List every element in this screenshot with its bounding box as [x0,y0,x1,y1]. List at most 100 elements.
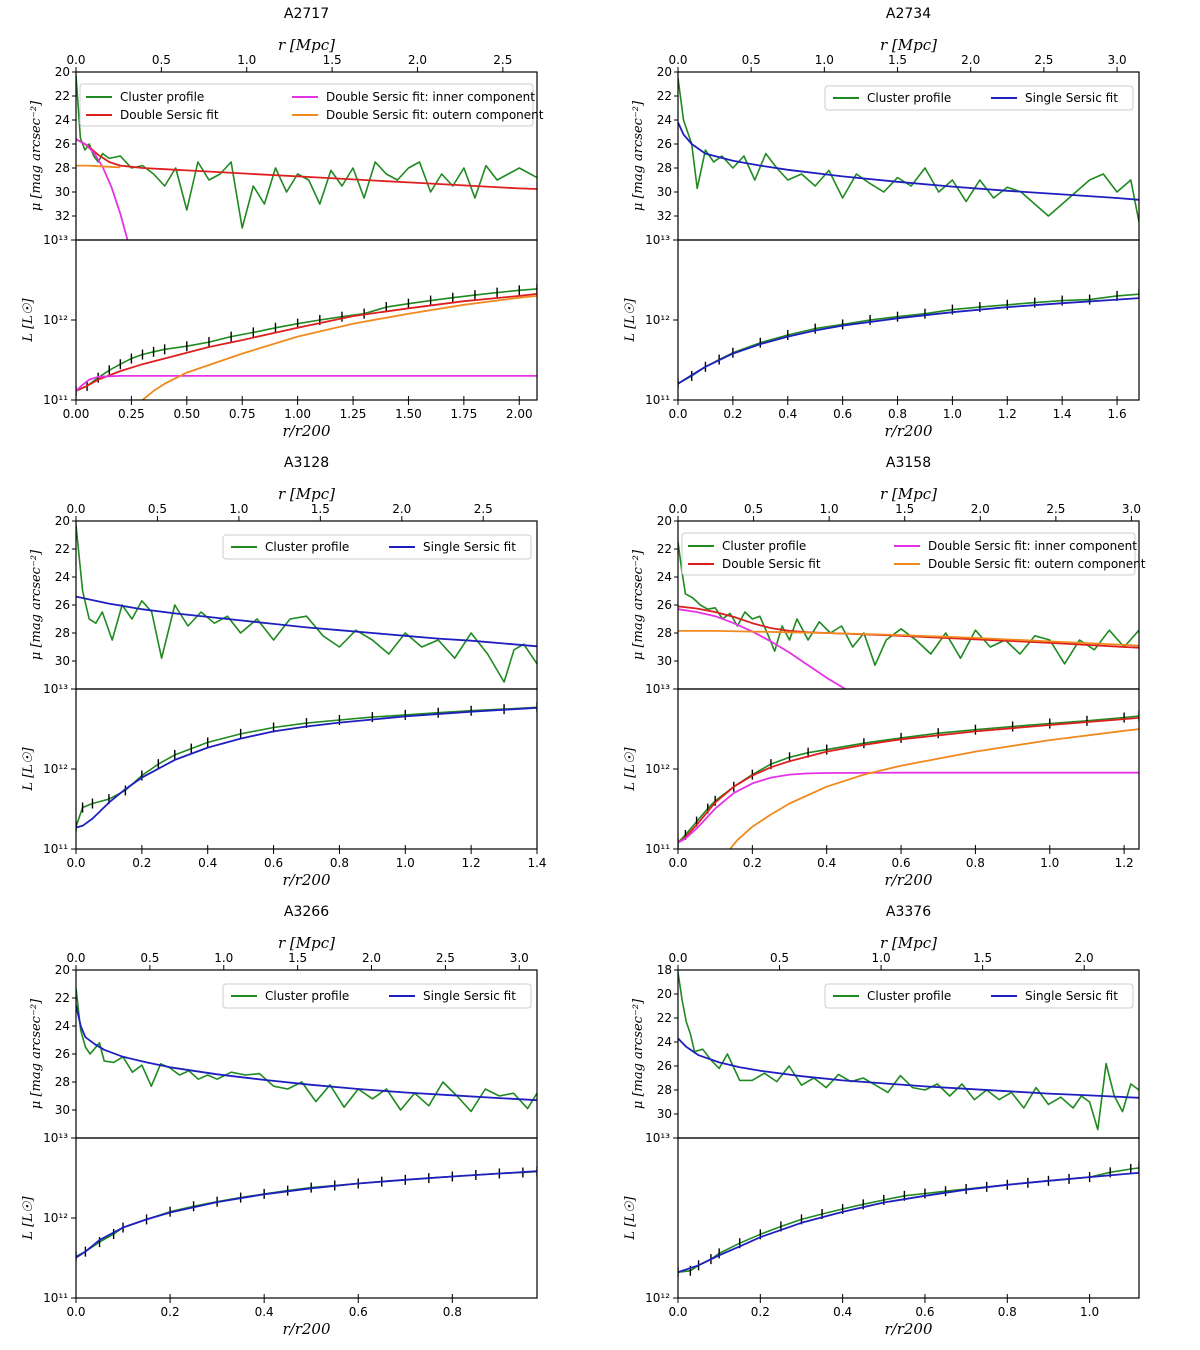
legend-box [681,532,1136,576]
mu-series-cluster-profile [678,77,1139,223]
mu-axis-tick-label: 30 [657,654,672,668]
top-axis-tick-label: 0.5 [140,951,159,965]
bottom-axis-label: r/r200 [884,1320,932,1338]
legend-box [824,983,1134,1009]
bottom-axis-tick-label: 0.0 [66,1305,85,1319]
mu-panel-plot [76,988,537,1113]
lum-axis-tick-label: 10¹¹ [43,393,68,407]
chart-a3266: A3266 0.0 0.5 1.0 1.5 2.0 2.5 3.0 r [Mpc] 20 22 24 2… [21,904,538,1338]
legend-label-single-sersic-fit: Single Sersic fit [423,540,516,554]
top-axis-tick-label: 0.5 [742,53,761,67]
top-axis-tick-label: 3.0 [510,951,529,965]
mu-axis-tick-label: 24 [55,1019,70,1033]
chart-title: A3158 [886,455,931,471]
bottom-axis-tick-label: 1.0 [943,407,962,421]
bottom-axis-tick-label: 1.2 [462,856,481,870]
mu-axis-tick-label: 22 [657,542,672,556]
bottom-axis-tick-label: 1.2 [1115,856,1134,870]
lum-series-double-sersic-fit-inner-component [678,771,1139,844]
legend: Cluster profile Single Sersic fit [824,983,1134,1009]
bottom-axis-tick-label: 1.25 [340,407,367,421]
lum-panel-plot [678,1162,1139,1278]
mu-axis-tick-label: 28 [55,161,70,175]
mu-axis-tick-label: 22 [657,89,672,103]
chart-a3128: A3128 0.0 0.5 1.0 1.5 2.0 2.5 r [Mpc] 20 22 24 26 28… [21,455,547,889]
lum-axis-label: L [L☉] [623,297,638,342]
bottom-axis-tick-label: 0.0 [668,856,687,870]
top-axis-tick-label: 2.0 [961,53,980,67]
mu-axis-tick-label: 26 [55,1047,70,1061]
legend-box [222,983,532,1009]
lum-axis-tick-label: 10¹² [645,313,670,327]
top-axis-tick-label: 1.0 [214,951,233,965]
mu-axis-tick-label: 22 [55,542,70,556]
mu-axis-tick-label: 22 [55,89,70,103]
mu-series-cluster-profile [76,75,537,229]
bottom-axis-tick-label: 0.2 [743,856,762,870]
lum-series-double-sersic-fit-inner-component [76,374,537,392]
legend-label-double-sersic-fit-inner-component: Double Sersic fit: inner component [928,539,1137,553]
chart-a3158: A3158 0.0 0.5 1.0 1.5 2.0 2.5 3.0 r [Mpc] 20 22 24 2… [623,455,1146,889]
bottom-axis-tick-label: 0.8 [998,1305,1017,1319]
bottom-axis-tick-label: 1.6 [1108,407,1127,421]
top-axis-tick-label: 1.0 [229,502,248,516]
bottom-axis-tick-label: 1.4 [527,856,546,870]
mu-panel-plot [76,525,537,683]
legend: Cluster profile Single Sersic fit [824,85,1134,111]
mu-axis-label: μ [mag arcsec⁻²] [29,100,44,211]
bottom-axis-tick-label: 0.6 [833,407,852,421]
lum-series-single-sersic-fit [76,707,537,829]
lum-axis-label: L [L☉] [623,746,638,791]
mu-panel-plot [678,972,1139,1131]
lum-axis-tick-label: 10¹² [43,313,68,327]
legend-label-double-sersic-fit-inner-component: Double Sersic fit: inner component [326,90,535,104]
mu-series-cluster-profile [76,988,537,1113]
bottom-axis-tick-label: 0.00 [63,407,90,421]
lum-series-double-sersic-fit [678,717,1139,844]
top-axis-tick-label: 0.0 [668,502,687,516]
bottom-axis-tick-label: 0.6 [892,856,911,870]
bottom-axis-tick-label: 1.0 [1040,856,1059,870]
lum-series-single-sersic-fit [76,1170,537,1259]
legend-box [824,85,1134,111]
top-axis-tick-label: 2.0 [392,502,411,516]
bottom-axis-tick-label: 0.4 [833,1305,852,1319]
mu-series-single-sersic-fit [678,1037,1139,1099]
bottom-axis-tick-label: 0.4 [778,407,797,421]
top-axis-label: r [Mpc] [278,934,335,952]
bottom-axis-label: r/r200 [884,422,932,440]
mu-series-single-sersic-fit [76,1004,537,1102]
lum-series-single-sersic-fit [678,297,1139,385]
mu-series-double-sersic-fit-inner-component [678,608,846,689]
lum-series-double-sersic-fit-outern-component [141,295,537,400]
chart-title: A3128 [284,455,329,471]
top-axis-tick-label: 0.0 [66,53,85,67]
legend: Cluster profile Single Sersic fit [222,983,532,1009]
bottom-axis-tick-label: 0.0 [668,1305,687,1319]
mu-axis-label: μ [mag arcsec⁻²] [29,998,44,1109]
mu-axis-tick-label: 26 [55,598,70,612]
top-axis-tick-label: 0.5 [770,951,789,965]
lum-series-double-sersic-fit-outern-component [729,728,1139,849]
legend-label-cluster-profile: Cluster profile [265,989,349,1003]
mu-axis-tick-label: 30 [657,185,672,199]
mu-axis-tick-label: 30 [55,1103,70,1117]
top-axis-tick-label: 3.0 [1122,502,1141,516]
lum-series-cluster-profile [678,293,1139,385]
top-axis-tick-label: 1.5 [895,502,914,516]
bottom-axis-tick-label: 0.4 [255,1305,274,1319]
mu-axis-tick-label: 28 [55,1075,70,1089]
top-axis-tick-label: 2.5 [1034,53,1053,67]
bottom-axis-tick-label: 1.2 [998,407,1017,421]
mu-series-single-sersic-fit [76,595,537,648]
mu-series-double-sersic-fit-outern-component [76,164,121,169]
lum-axis-tick-label: 10¹² [645,762,670,776]
legend-label-cluster-profile: Cluster profile [867,91,951,105]
top-axis-tick-label: 0.5 [152,53,171,67]
lum-panel-plot [76,702,537,832]
lum-axis-tick-label: 10¹³ [645,682,670,696]
mu-axis-tick-label: 28 [657,1083,672,1097]
mu-axis-label: μ [mag arcsec⁻²] [29,549,44,660]
top-axis-tick-label: 1.5 [888,53,907,67]
lum-axis-tick-label: 10¹¹ [43,1291,68,1305]
